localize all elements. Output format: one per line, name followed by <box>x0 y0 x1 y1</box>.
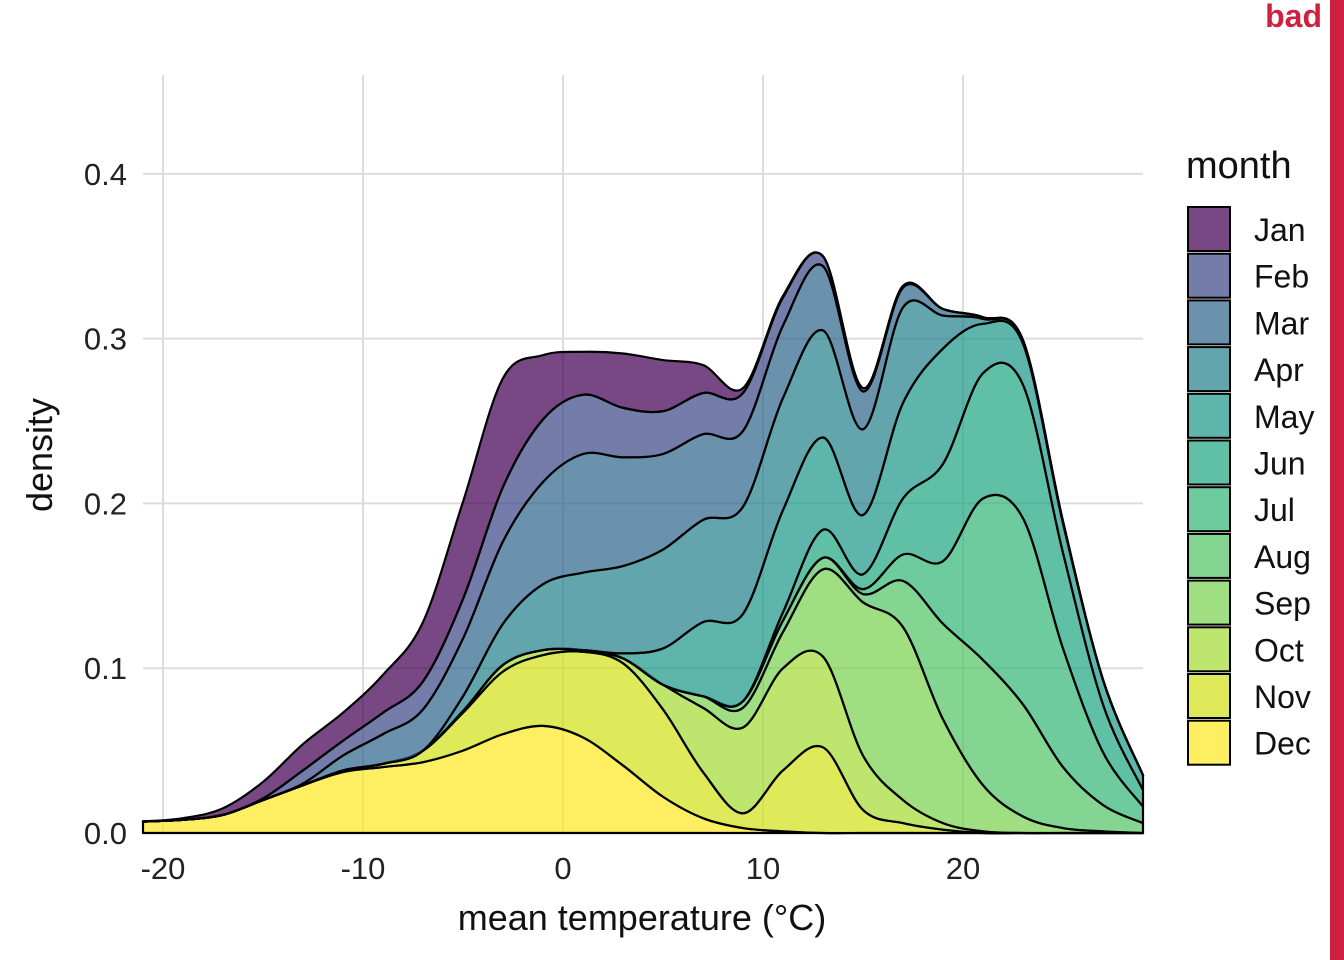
legend-label-apr: Apr <box>1254 352 1304 388</box>
legend-label-mar: Mar <box>1254 305 1309 341</box>
legend-label-aug: Aug <box>1254 539 1311 575</box>
legend-label-jul: Jul <box>1254 492 1295 528</box>
legend-swatch-may <box>1187 392 1231 439</box>
legend-items: Jan Feb Mar Apr May Jun Jul Aug Sep Oct Nov Dec <box>1187 206 1314 766</box>
legend-label-sep: Sep <box>1254 586 1311 622</box>
legend-swatch-apr <box>1187 346 1231 393</box>
y-tick-label: 0.2 <box>84 486 127 521</box>
legend-swatch-jul <box>1187 486 1231 533</box>
legend-swatch-aug <box>1187 532 1231 579</box>
stacked-density-areas <box>141 251 1145 835</box>
y-tick-label: 0.1 <box>84 651 127 686</box>
area-jan <box>141 251 1145 823</box>
legend-label-feb: Feb <box>1254 259 1309 295</box>
y-tick-label: 0.4 <box>84 157 127 192</box>
legend-swatch-dec <box>1187 719 1231 766</box>
y-tick-label: 0.0 <box>84 816 127 851</box>
x-tick-label: 10 <box>746 851 780 886</box>
y-axis-title: density <box>19 398 60 512</box>
legend-label-oct: Oct <box>1254 632 1304 668</box>
legend-swatch-oct <box>1187 626 1231 673</box>
x-tick-label: -10 <box>341 851 386 886</box>
legend: month Jan Feb Mar Apr May Jun Jul Aug Sep Oct Nov D… <box>1186 145 1314 766</box>
legend-swatch-mar <box>1187 299 1231 346</box>
y-tick-label: 0.3 <box>84 322 127 357</box>
legend-swatch-nov <box>1187 673 1231 719</box>
legend-label-jun: Jun <box>1254 446 1306 482</box>
legend-swatch-jan <box>1187 206 1231 252</box>
status-tag-bar <box>1330 0 1344 960</box>
legend-label-dec: Dec <box>1254 726 1311 762</box>
x-tick-label: 20 <box>946 851 980 886</box>
legend-swatch-jun <box>1187 439 1231 486</box>
x-tick-label: 0 <box>554 851 571 886</box>
legend-title: month <box>1186 145 1292 187</box>
legend-label-jan: Jan <box>1254 212 1306 248</box>
legend-label-nov: Nov <box>1254 679 1311 715</box>
axis-ticks: -20 -10 0 10 20 0.0 0.1 0.2 0.3 0.4 <box>84 157 980 886</box>
x-axis-title: mean temperature (°C) <box>458 897 827 938</box>
legend-label-may: May <box>1254 399 1314 435</box>
legend-swatch-feb <box>1187 252 1231 299</box>
legend-swatch-sep <box>1187 579 1231 626</box>
x-tick-label: -20 <box>141 851 186 886</box>
status-tag: bad <box>1265 0 1322 34</box>
